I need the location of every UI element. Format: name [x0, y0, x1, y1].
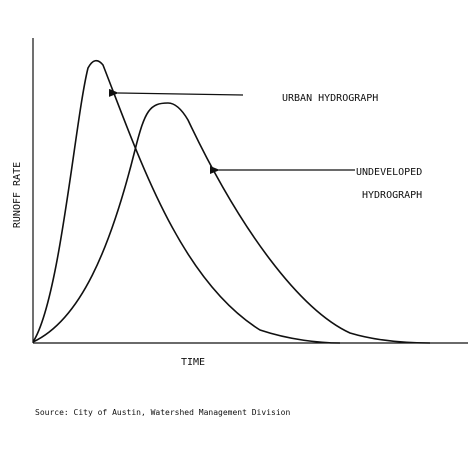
- undeveloped-curve: [32, 102, 431, 344]
- urban-arrow: [108, 88, 244, 97]
- undeveloped-label: UNDEVELOPED: [356, 167, 422, 178]
- urban-label: URBAN HYDROGRAPH: [282, 93, 378, 104]
- source-note: Source: City of Austin, Watershed Manage…: [35, 408, 290, 417]
- y-axis-label: RUNOFF RATE: [12, 162, 23, 228]
- urban-curve: [32, 59, 341, 344]
- x-axis-label: TIME: [181, 357, 205, 368]
- undeveloped-label: HYDROGRAPH: [362, 190, 422, 201]
